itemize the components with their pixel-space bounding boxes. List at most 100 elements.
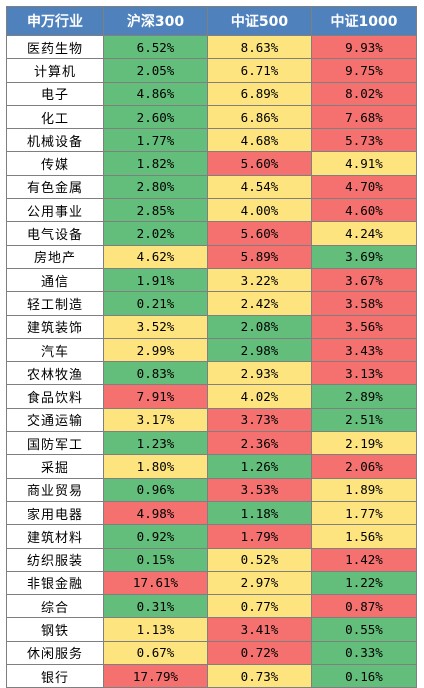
industry-name-cell: 休闲服务	[6, 640, 104, 666]
zz1000-weight-cell: 1.42%	[311, 547, 417, 572]
hs300-weight-cell: 0.67%	[103, 640, 208, 666]
industry-name-cell: 传媒	[6, 151, 104, 176]
zz1000-weight-cell: 1.89%	[311, 477, 417, 502]
header-zz1000: 中证1000	[311, 6, 417, 36]
hs300-weight-cell: 1.82%	[103, 151, 208, 176]
zz500-weight-cell: 0.72%	[207, 640, 312, 666]
zz500-weight-cell: 3.22%	[207, 267, 312, 293]
table-row: 农林牧渔 0.83% 2.93% 3.13%	[6, 361, 417, 386]
hs300-weight-cell: 4.98%	[103, 500, 208, 526]
table-row: 公用事业 2.85% 4.00% 4.60%	[6, 198, 417, 223]
table-row: 交通运输 3.17% 3.73% 2.51%	[6, 407, 417, 433]
zz500-weight-cell: 4.68%	[207, 128, 312, 153]
industry-name-cell: 纺织服装	[6, 547, 104, 572]
zz1000-weight-cell: 7.68%	[311, 104, 417, 130]
hs300-weight-cell: 17.79%	[103, 664, 208, 688]
hs300-weight-cell: 1.13%	[103, 617, 208, 642]
zz500-weight-cell: 2.93%	[207, 361, 312, 386]
zz500-weight-cell: 6.71%	[207, 58, 312, 83]
table-row: 汽车 2.99% 2.98% 3.43%	[6, 337, 417, 363]
industry-name-cell: 医药生物	[6, 34, 104, 60]
hs300-weight-cell: 17.61%	[103, 570, 208, 596]
zz1000-weight-cell: 0.87%	[311, 594, 417, 619]
zz500-weight-cell: 5.89%	[207, 244, 312, 269]
zz1000-weight-cell: 3.58%	[311, 291, 417, 316]
table-row: 采掘 1.80% 1.26% 2.06%	[6, 454, 417, 479]
industry-name-cell: 钢铁	[6, 617, 104, 642]
industry-name-cell: 采掘	[6, 454, 104, 479]
table-row: 通信 1.91% 3.22% 3.67%	[6, 267, 417, 293]
zz1000-weight-cell: 2.51%	[311, 407, 417, 433]
zz500-weight-cell: 0.77%	[207, 594, 312, 619]
table-row: 休闲服务 0.67% 0.72% 0.33%	[6, 640, 417, 666]
zz1000-weight-cell: 4.91%	[311, 151, 417, 176]
header-zz500: 中证500	[207, 6, 312, 36]
zz1000-weight-cell: 3.56%	[311, 314, 417, 339]
zz500-weight-cell: 2.97%	[207, 570, 312, 596]
hs300-weight-cell: 2.60%	[103, 104, 208, 130]
table-row: 计算机 2.05% 6.71% 9.75%	[6, 58, 417, 83]
industry-name-cell: 电子	[6, 81, 104, 106]
zz1000-weight-cell: 0.33%	[311, 640, 417, 666]
table-row: 食品饮料 7.91% 4.02% 2.89%	[6, 384, 417, 409]
hs300-weight-cell: 7.91%	[103, 384, 208, 409]
zz1000-weight-cell: 9.75%	[311, 58, 417, 83]
table-row: 电气设备 2.02% 5.60% 4.24%	[6, 221, 417, 246]
table-row: 银行 17.79% 0.73% 0.16%	[6, 664, 417, 688]
hs300-weight-cell: 0.21%	[103, 291, 208, 316]
industry-name-cell: 汽车	[6, 337, 104, 363]
industry-name-cell: 国防军工	[6, 431, 104, 456]
industry-name-cell: 公用事业	[6, 198, 104, 223]
industry-name-cell: 计算机	[6, 58, 104, 83]
zz1000-weight-cell: 3.67%	[311, 267, 417, 293]
industry-name-cell: 化工	[6, 104, 104, 130]
zz500-weight-cell: 2.42%	[207, 291, 312, 316]
zz500-weight-cell: 8.63%	[207, 34, 312, 60]
zz1000-weight-cell: 1.22%	[311, 570, 417, 596]
industry-name-cell: 交通运输	[6, 407, 104, 433]
hs300-weight-cell: 2.05%	[103, 58, 208, 83]
header-industry: 申万行业	[6, 6, 104, 36]
industry-weight-table: 申万行业 沪深300 中证500 中证1000 医药生物 6.52% 8.63% 9.…	[6, 6, 417, 688]
zz500-weight-cell: 3.73%	[207, 407, 312, 433]
hs300-weight-cell: 0.15%	[103, 547, 208, 572]
table-row: 国防军工 1.23% 2.36% 2.19%	[6, 431, 417, 456]
zz1000-weight-cell: 4.24%	[311, 221, 417, 246]
table-row: 化工 2.60% 6.86% 7.68%	[6, 104, 417, 130]
table-row: 轻工制造 0.21% 2.42% 3.58%	[6, 291, 417, 316]
hs300-weight-cell: 0.31%	[103, 594, 208, 619]
zz1000-weight-cell: 1.77%	[311, 500, 417, 526]
zz500-weight-cell: 1.26%	[207, 454, 312, 479]
zz1000-weight-cell: 2.19%	[311, 431, 417, 456]
zz500-weight-cell: 4.54%	[207, 174, 312, 200]
table-row: 商业贸易 0.96% 3.53% 1.89%	[6, 477, 417, 502]
zz1000-weight-cell: 2.89%	[311, 384, 417, 409]
zz1000-weight-cell: 5.73%	[311, 128, 417, 153]
table-row: 医药生物 6.52% 8.63% 9.93%	[6, 34, 417, 60]
table-row: 家用电器 4.98% 1.18% 1.77%	[6, 500, 417, 526]
industry-name-cell: 商业贸易	[6, 477, 104, 502]
industry-name-cell: 机械设备	[6, 128, 104, 153]
hs300-weight-cell: 0.96%	[103, 477, 208, 502]
zz1000-weight-cell: 2.06%	[311, 454, 417, 479]
table-row: 电子 4.86% 6.89% 8.02%	[6, 81, 417, 106]
industry-name-cell: 轻工制造	[6, 291, 104, 316]
zz500-weight-cell: 4.00%	[207, 198, 312, 223]
hs300-weight-cell: 1.23%	[103, 431, 208, 456]
zz500-weight-cell: 2.08%	[207, 314, 312, 339]
industry-name-cell: 通信	[6, 267, 104, 293]
zz1000-weight-cell: 3.43%	[311, 337, 417, 363]
hs300-weight-cell: 1.80%	[103, 454, 208, 479]
hs300-weight-cell: 4.62%	[103, 244, 208, 269]
table-row: 房地产 4.62% 5.89% 3.69%	[6, 244, 417, 269]
zz1000-weight-cell: 0.16%	[311, 664, 417, 688]
zz1000-weight-cell: 3.13%	[311, 361, 417, 386]
zz1000-weight-cell: 9.93%	[311, 34, 417, 60]
industry-weight-table-wrapper: 申万行业 沪深300 中证500 中证1000 医药生物 6.52% 8.63% 9.…	[6, 6, 417, 688]
zz1000-weight-cell: 4.70%	[311, 174, 417, 200]
table-body: 医药生物 6.52% 8.63% 9.93% 计算机 2.05% 6.71% 9.75% 电子 4…	[6, 34, 417, 688]
hs300-weight-cell: 2.02%	[103, 221, 208, 246]
table-row: 有色金属 2.80% 4.54% 4.70%	[6, 174, 417, 200]
hs300-weight-cell: 2.80%	[103, 174, 208, 200]
hs300-weight-cell: 2.85%	[103, 198, 208, 223]
